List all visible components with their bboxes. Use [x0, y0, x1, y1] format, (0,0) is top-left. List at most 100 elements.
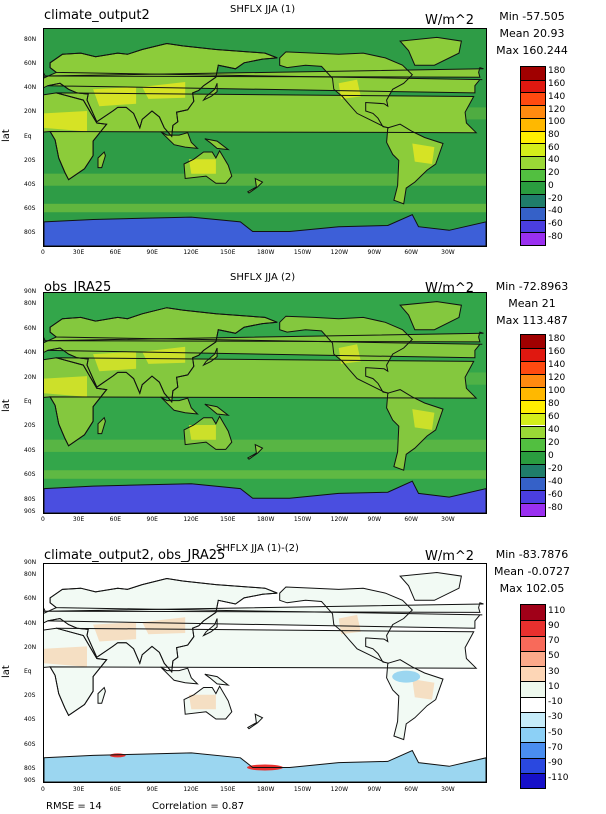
colorbar-swatch	[521, 757, 545, 773]
colorbar-label: 100	[548, 386, 566, 397]
land-new-zealand	[247, 714, 263, 729]
colorbar-swatch	[521, 206, 545, 220]
colorbar-label: 30	[548, 666, 560, 677]
lon-tick-label: 150E	[220, 516, 236, 523]
stat-mean: Mean 21	[508, 297, 556, 310]
land-greenland	[400, 37, 462, 66]
colorbar-label: 0	[548, 180, 554, 191]
land-south-america	[386, 124, 443, 204]
coastline-south-america	[386, 123, 444, 205]
lat-tick-label: 90N	[24, 288, 37, 295]
colorbar-swatch	[521, 219, 545, 233]
lat-tick-label: 80S	[24, 764, 36, 772]
lon-tick-label: 90W	[367, 516, 382, 523]
land-indonesia	[160, 396, 198, 414]
southern-ocean-band	[44, 470, 486, 479]
colorbar-label: -110	[548, 773, 569, 784]
coastline-greenland	[399, 36, 462, 66]
coastline-japan	[202, 618, 218, 637]
colorbar-swatch	[521, 727, 545, 743]
lon-tick-label: 180W	[257, 786, 275, 793]
colorbar-swatch	[521, 681, 545, 697]
colorbar-swatch	[521, 412, 545, 426]
coastline-madagascar	[97, 686, 106, 704]
coastline-north-america	[279, 586, 414, 664]
colorbar-label: 40	[548, 424, 560, 435]
coastline-europe-asia-west	[44, 307, 278, 403]
lon-tick-label: 60E	[109, 516, 122, 523]
colorbar	[520, 604, 546, 789]
colorbar-label: 20	[548, 168, 560, 179]
colorbar-label: 60	[548, 412, 560, 423]
map-field	[44, 29, 486, 246]
colorbar-swatch	[521, 620, 545, 636]
colorbar-swatch	[521, 335, 545, 348]
colorbar-swatch	[521, 347, 545, 361]
stat-min: Min -72.8963	[495, 280, 569, 293]
colorbar-swatch	[521, 130, 545, 144]
lat-tick-label: Eq	[24, 132, 32, 140]
lon-tick-label: 0	[41, 249, 45, 256]
field-blob-2	[142, 82, 186, 99]
colorbar-swatch	[521, 181, 545, 195]
colorbar-swatch	[521, 605, 545, 621]
colorbar-label: 50	[548, 651, 560, 662]
field-blob-4	[412, 679, 435, 700]
colorbar-swatch	[521, 360, 545, 374]
lon-tick-label: 120E	[183, 516, 199, 523]
colorbar-label: 100	[548, 117, 566, 128]
field-blob-4	[412, 143, 435, 164]
lon-tick-label: 30W	[441, 786, 455, 793]
lat-tick-label: Eq	[24, 668, 32, 675]
coastline-antarctica	[44, 214, 486, 246]
land-antarctica	[44, 214, 486, 246]
colorbar-swatch	[521, 373, 545, 387]
coastline-europe-asia-west	[44, 42, 278, 138]
field-blob-2	[142, 617, 186, 635]
colorbar-swatch	[521, 650, 545, 666]
coastline-australia	[183, 149, 233, 184]
colorbar-label: 0	[548, 450, 554, 461]
coastline-australia	[183, 685, 233, 720]
colorbar-label: -70	[548, 742, 563, 753]
colorbar-label: 160	[548, 347, 566, 358]
stat-max: Max 102.05	[499, 582, 565, 595]
colorbar-label: 20	[548, 437, 560, 448]
units-label: W/m^2	[425, 549, 475, 564]
colorbar-label: -80	[548, 231, 563, 242]
lon-tick-label: 120W	[330, 516, 349, 523]
lon-tick-label: 180W	[257, 249, 275, 256]
field-blob-1	[93, 622, 137, 642]
lat-tick-label: 40S	[24, 716, 36, 724]
land-south-america	[386, 389, 443, 471]
coastline-new-zealand	[246, 713, 264, 730]
colorbar	[520, 334, 546, 517]
lon-tick-label: 90E	[146, 786, 158, 793]
lat-tick-label: 90S	[24, 777, 36, 784]
coastline-japan	[202, 83, 218, 102]
field-blob-3	[338, 344, 361, 364]
colorbar-swatch	[521, 194, 545, 207]
colorbar-swatch	[521, 666, 545, 682]
coastline-new-zealand	[246, 443, 264, 460]
coastline-africa-west	[44, 357, 108, 447]
colorbar-label: 160	[548, 79, 566, 90]
lat-tick-label: 20S	[24, 422, 36, 430]
coastline-uk	[45, 331, 484, 343]
field-blob-1	[93, 351, 137, 372]
lat-tick-label: 40N	[24, 349, 37, 357]
land-new-guinea	[204, 404, 229, 416]
colorbar-label: 80	[548, 129, 560, 140]
field-blob-3	[338, 614, 361, 635]
lon-tick-label: 0	[41, 516, 45, 523]
lon-tick-label: 120E	[183, 786, 199, 793]
field-blob-3	[338, 79, 361, 99]
stats-block: Min -57.505 Mean 20.93 Max 160.244	[492, 8, 572, 59]
coastline-south-america	[386, 389, 444, 471]
land-madagascar	[98, 152, 106, 168]
lon-tick-label: 90W	[367, 249, 382, 256]
land-indonesia	[160, 131, 198, 149]
colorbar-label: 60	[548, 142, 560, 153]
coastline-new-guinea	[204, 138, 230, 151]
colorbar-swatch	[521, 696, 545, 712]
